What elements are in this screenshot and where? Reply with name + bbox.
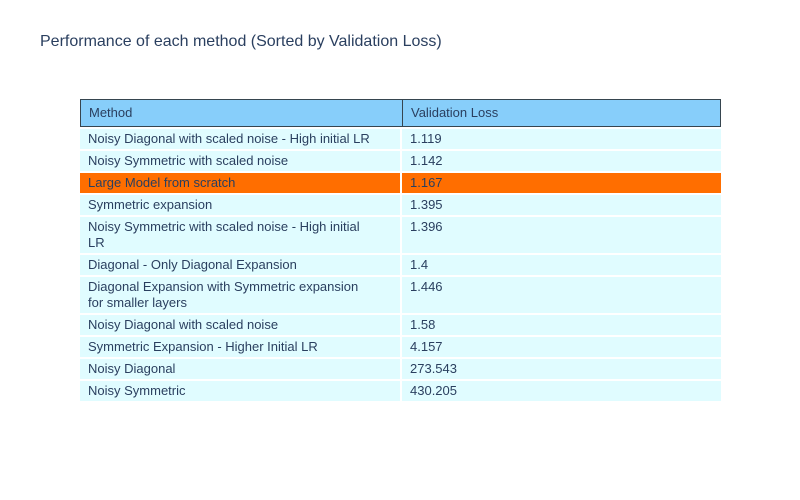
chart-title: Performance of each method (Sorted by Va… bbox=[40, 33, 442, 50]
table-row: Large Model from scratch 1.167 bbox=[80, 173, 721, 195]
method-cell: Noisy Symmetric bbox=[80, 381, 402, 403]
column-header-method: Method bbox=[80, 99, 402, 127]
method-cell: Diagonal Expansion with Symmetric expans… bbox=[80, 277, 402, 315]
method-cell: Symmetric Expansion - Higher Initial LR bbox=[80, 337, 402, 359]
table-row: Symmetric expansion 1.395 bbox=[80, 195, 721, 217]
validation-loss-cell: 1.119 bbox=[402, 127, 721, 151]
table-row: Diagonal Expansion with Symmetric expans… bbox=[80, 277, 721, 315]
table-row: Noisy Symmetric with scaled noise - High… bbox=[80, 217, 721, 255]
method-cell: Symmetric expansion bbox=[80, 195, 402, 217]
validation-loss-cell: 273.543 bbox=[402, 359, 721, 381]
table-row: Symmetric Expansion - Higher Initial LR 4… bbox=[80, 337, 721, 359]
table-row: Noisy Symmetric 430.205 bbox=[80, 381, 721, 403]
method-cell: Noisy Diagonal with scaled noise - High … bbox=[80, 127, 402, 151]
performance-table: Method Validation Loss Noisy Diagonal wi… bbox=[80, 99, 721, 403]
method-cell: Diagonal - Only Diagonal Expansion bbox=[80, 255, 402, 277]
table-header-row: Method Validation Loss bbox=[80, 99, 721, 127]
table-row: Noisy Symmetric with scaled noise 1.142 bbox=[80, 151, 721, 173]
validation-loss-cell: 1.446 bbox=[402, 277, 721, 315]
table-row: Noisy Diagonal 273.543 bbox=[80, 359, 721, 381]
validation-loss-cell: 1.142 bbox=[402, 151, 721, 173]
method-cell: Noisy Diagonal bbox=[80, 359, 402, 381]
validation-loss-cell: 430.205 bbox=[402, 381, 721, 403]
validation-loss-cell: 1.396 bbox=[402, 217, 721, 255]
column-header-validation-loss: Validation Loss bbox=[402, 99, 721, 127]
validation-loss-cell: 1.4 bbox=[402, 255, 721, 277]
method-cell: Large Model from scratch bbox=[80, 173, 402, 195]
table-row: Noisy Diagonal with scaled noise - High … bbox=[80, 127, 721, 151]
method-cell: Noisy Symmetric with scaled noise - High… bbox=[80, 217, 402, 255]
validation-loss-cell: 4.157 bbox=[402, 337, 721, 359]
method-cell: Noisy Symmetric with scaled noise bbox=[80, 151, 402, 173]
validation-loss-cell: 1.58 bbox=[402, 315, 721, 337]
table-body: Noisy Diagonal with scaled noise - High … bbox=[80, 127, 721, 403]
method-cell: Noisy Diagonal with scaled noise bbox=[80, 315, 402, 337]
validation-loss-cell: 1.395 bbox=[402, 195, 721, 217]
validation-loss-cell: 1.167 bbox=[402, 173, 721, 195]
table-row: Noisy Diagonal with scaled noise 1.58 bbox=[80, 315, 721, 337]
table-row: Diagonal - Only Diagonal Expansion 1.4 bbox=[80, 255, 721, 277]
